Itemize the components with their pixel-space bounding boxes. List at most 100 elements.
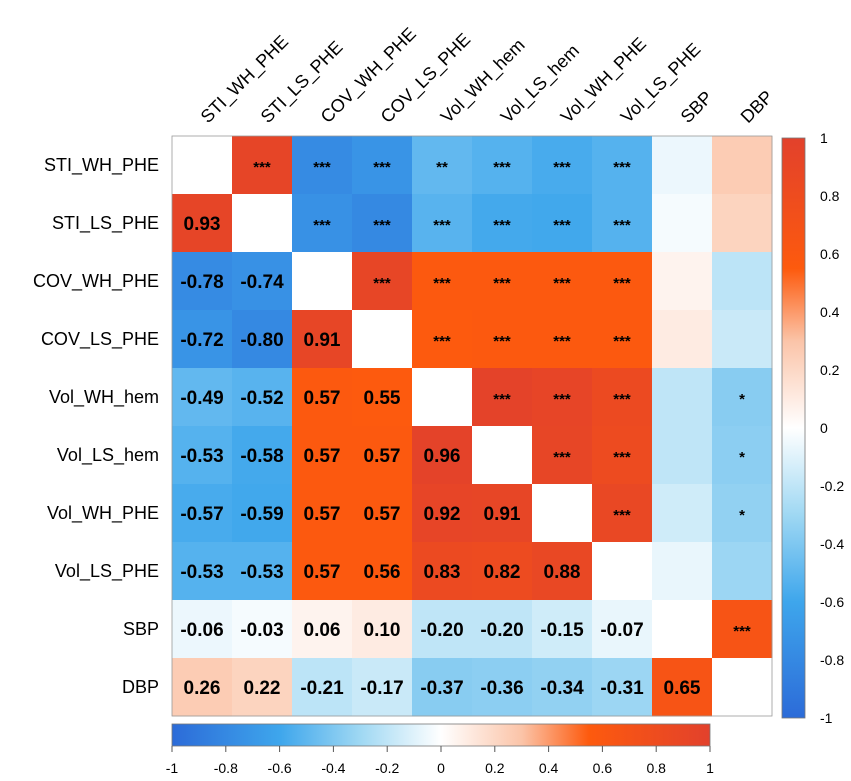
heatmap-cell <box>352 658 413 717</box>
heatmap-cell <box>232 368 293 427</box>
heatmap-cell <box>172 252 233 311</box>
heatmap-cell <box>652 136 713 195</box>
correlation-value-label: 0.26 <box>184 678 221 699</box>
correlation-value-label: 0.93 <box>184 214 221 235</box>
significance-stars: * <box>739 507 745 524</box>
significance-stars: ** <box>436 159 448 176</box>
heatmap-cell <box>232 136 293 195</box>
correlation-value-label: 0.82 <box>484 562 521 583</box>
heatmap-cell <box>592 658 653 717</box>
row-label: Vol_LS_PHE <box>55 561 159 582</box>
bottom-colorbar-tick-label: 0 <box>437 760 445 776</box>
bottom-colorbar-tick-label: -1 <box>166 760 179 776</box>
row-label: Vol_LS_hem <box>57 445 159 466</box>
correlation-value-label: -0.37 <box>420 678 463 699</box>
heatmap-cell <box>712 310 773 369</box>
correlation-value-label: 0.57 <box>364 504 401 525</box>
correlation-value-label: -0.07 <box>600 620 643 641</box>
significance-stars: *** <box>433 217 451 234</box>
heatmap-cell <box>652 542 713 601</box>
correlation-value-label: -0.06 <box>180 620 223 641</box>
heatmap-cell <box>472 658 533 717</box>
bottom-colorbar-tick-label: -0.8 <box>214 760 238 776</box>
right-colorbar-tick-label: -1 <box>820 710 833 726</box>
correlation-value-label: 0.91 <box>484 504 521 525</box>
correlation-value-label: -0.74 <box>240 272 284 293</box>
significance-stars: *** <box>373 217 391 234</box>
heatmap-cell <box>472 542 533 601</box>
heatmap-cell <box>532 426 593 485</box>
heatmap-cell <box>592 368 653 427</box>
correlation-value-label: -0.03 <box>240 620 283 641</box>
heatmap-cell <box>172 484 233 543</box>
significance-stars: * <box>739 391 745 408</box>
right-colorbar-tick-label: 1 <box>820 130 828 146</box>
bottom-colorbar-tick-label: 0.2 <box>485 760 505 776</box>
heatmap-cell <box>352 194 413 253</box>
right-colorbar-tick-label: -0.6 <box>820 594 844 610</box>
heatmap-cell <box>592 600 653 659</box>
bottom-colorbar-tick-label: 0.4 <box>539 760 559 776</box>
correlation-value-label: 0.22 <box>244 678 281 699</box>
heatmap-cell <box>352 484 413 543</box>
heatmap-cell <box>712 484 773 543</box>
heatmap-cell <box>472 252 533 311</box>
heatmap-cell <box>652 252 713 311</box>
heatmap-cell <box>532 542 593 601</box>
correlation-value-label: -0.31 <box>600 678 644 699</box>
bottom-colorbar: -1 -0.8 -0.6 -0.4 -0.2 0 0.2 0.4 0.6 0.8 1 <box>166 723 714 776</box>
heatmap-cell <box>172 426 233 485</box>
correlation-value-label: -0.80 <box>240 330 283 351</box>
row-label: STI_LS_PHE <box>52 213 159 234</box>
significance-stars: *** <box>553 391 571 408</box>
heatmap-cell <box>472 600 533 659</box>
heatmap-cell <box>592 484 653 543</box>
correlation-value-label: 0.83 <box>424 562 461 583</box>
heatmap-cell <box>352 252 413 311</box>
correlation-value-label: 0.92 <box>424 504 461 525</box>
significance-stars: *** <box>613 275 631 292</box>
correlation-value-label: -0.53 <box>240 562 283 583</box>
correlation-value-label: 0.88 <box>544 562 581 583</box>
heatmap-cell <box>592 542 653 601</box>
column-labels: STI_WH_PHESTI_LS_PHECOV_WH_PHECOV_LS_PHE… <box>197 24 777 128</box>
heatmap-cell <box>652 310 713 369</box>
heatmap-cell <box>412 136 473 195</box>
heatmap-cell <box>532 310 593 369</box>
significance-stars: *** <box>493 217 511 234</box>
heatmap-cell <box>412 194 473 253</box>
correlation-value-label: -0.59 <box>240 504 283 525</box>
row-label: STI_WH_PHE <box>44 155 159 176</box>
heatmap-cell <box>592 136 653 195</box>
heatmap-cell <box>352 426 413 485</box>
significance-stars: *** <box>553 449 571 466</box>
row-label: Vol_WH_hem <box>49 387 159 408</box>
heatmap-cell <box>412 310 473 369</box>
significance-stars: *** <box>553 333 571 350</box>
heatmap-cell <box>472 484 533 543</box>
heatmap-cell <box>352 136 413 195</box>
heatmap-border <box>171 135 773 717</box>
heatmap-cell <box>472 194 533 253</box>
heatmap-cell <box>352 542 413 601</box>
heatmap-cell <box>592 310 653 369</box>
correlation-value-label: 0.57 <box>304 388 341 409</box>
heatmap-cell <box>412 426 473 485</box>
significance-stars: *** <box>613 159 631 176</box>
heatmap-cell <box>232 600 293 659</box>
correlation-value-label: -0.36 <box>480 678 523 699</box>
heatmap-cell <box>172 194 233 253</box>
heatmap-cell <box>412 368 473 427</box>
significance-stars: * <box>739 449 745 466</box>
significance-stars: *** <box>613 449 631 466</box>
heatmap-cell <box>652 426 713 485</box>
heatmap-cell <box>652 484 713 543</box>
right-colorbar: 1 0.8 0.6 0.4 0.2 0 -0.2 -0.4 -0.6 -0.8 -1 <box>781 130 844 726</box>
significance-stars: *** <box>613 507 631 524</box>
heatmap-cell <box>532 368 593 427</box>
heatmap-cell <box>592 194 653 253</box>
heatmap-cell <box>712 600 773 659</box>
heatmap-cell <box>532 194 593 253</box>
heatmap-cell <box>712 194 773 253</box>
